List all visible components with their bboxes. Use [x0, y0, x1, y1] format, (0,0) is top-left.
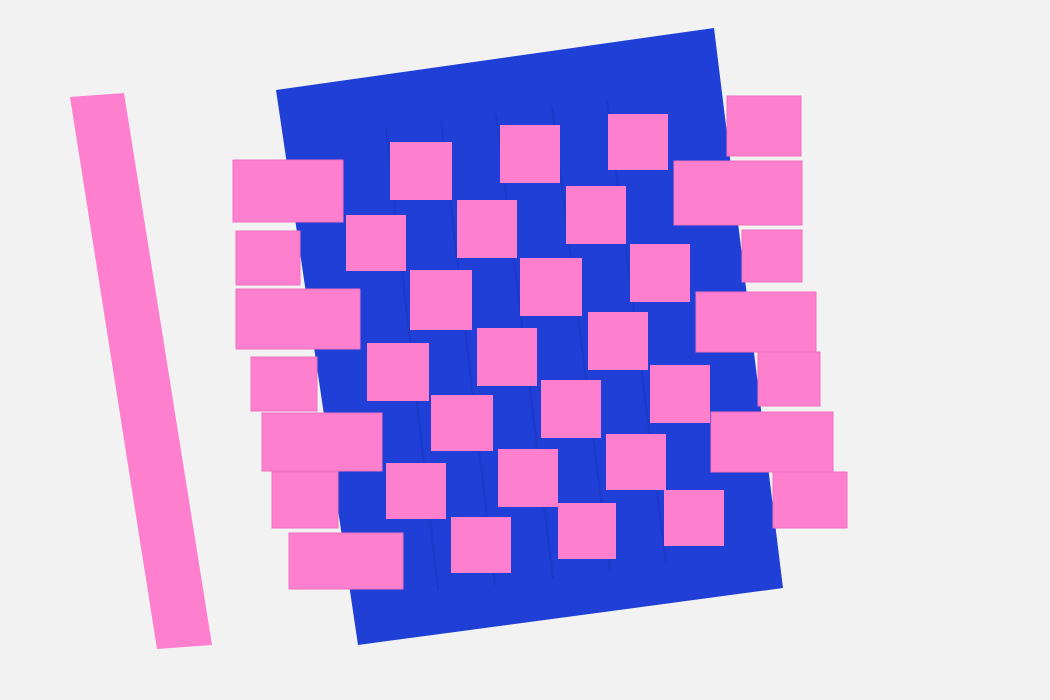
- woven-pink-strips: [232, 95, 848, 590]
- pink-weave-square: [477, 328, 537, 386]
- pink-weave-square: [367, 343, 429, 401]
- pink-weave-square: [558, 503, 616, 559]
- pink-strip-tab: [710, 411, 834, 473]
- pink-weave-square: [386, 463, 446, 519]
- pink-strip-tab: [235, 288, 361, 350]
- pink-weave-square: [541, 380, 601, 438]
- pink-weave-square: [566, 186, 626, 244]
- pink-weave-square: [431, 395, 493, 451]
- pink-weave-square: [346, 215, 406, 271]
- loose-pink-strip: [70, 93, 212, 649]
- pink-weave-square: [498, 449, 558, 507]
- pink-weave-square: [500, 125, 560, 183]
- mat-slit-line: [551, 106, 611, 572]
- pink-strip-tab: [673, 160, 803, 226]
- pink-weave-square: [664, 490, 724, 546]
- pink-weave-square: [410, 270, 472, 330]
- pink-strip-tab: [741, 229, 803, 283]
- pink-strip-tab: [695, 291, 817, 353]
- pink-strip-tab: [232, 159, 344, 223]
- pink-weave-square: [457, 200, 517, 258]
- pink-strip-tab: [271, 471, 339, 529]
- pink-strip-tab: [757, 351, 821, 407]
- pink-strip-tab: [772, 471, 848, 529]
- pink-strip-tab: [235, 230, 301, 286]
- loose-strip-group: [70, 93, 212, 649]
- pink-strip-tab: [288, 532, 404, 590]
- pink-weave-square: [606, 434, 666, 490]
- pink-strip-tab: [250, 356, 318, 412]
- pink-weave-square: [588, 312, 648, 370]
- pink-weave-square: [608, 114, 668, 170]
- pink-strip-tab: [726, 95, 802, 157]
- pink-weave-square: [650, 365, 710, 423]
- pink-weave-square: [520, 258, 582, 316]
- pink-weave-square: [390, 142, 452, 200]
- pink-strip-tab: [261, 412, 383, 472]
- pink-weave-square: [630, 244, 690, 302]
- pink-weave-square: [451, 517, 511, 573]
- pink-strip-visible-squares: [346, 114, 724, 573]
